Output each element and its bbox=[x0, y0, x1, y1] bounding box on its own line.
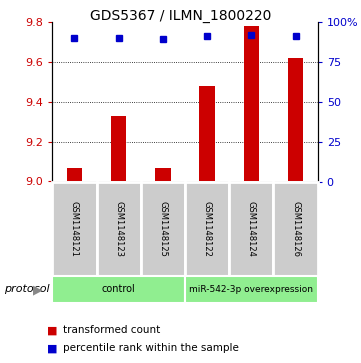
Text: miR-542-3p overexpression: miR-542-3p overexpression bbox=[190, 285, 313, 294]
Bar bbox=[52, 182, 97, 276]
Bar bbox=[274, 182, 318, 276]
Text: GDS5367 / ILMN_1800220: GDS5367 / ILMN_1800220 bbox=[90, 9, 271, 23]
Text: ■: ■ bbox=[47, 343, 57, 354]
Text: GSM1148126: GSM1148126 bbox=[291, 201, 300, 257]
Text: control: control bbox=[102, 285, 135, 294]
Bar bbox=[97, 182, 141, 276]
Text: protocol: protocol bbox=[4, 285, 49, 294]
Text: percentile rank within the sample: percentile rank within the sample bbox=[63, 343, 239, 354]
Text: GSM1148123: GSM1148123 bbox=[114, 201, 123, 257]
Bar bbox=[141, 182, 185, 276]
Bar bbox=[229, 182, 274, 276]
Bar bbox=[67, 167, 82, 182]
Bar bbox=[244, 26, 259, 182]
Text: ▶: ▶ bbox=[33, 283, 43, 296]
Bar bbox=[288, 58, 303, 182]
Text: ■: ■ bbox=[47, 325, 57, 335]
Bar bbox=[199, 86, 215, 182]
Text: GSM1148125: GSM1148125 bbox=[158, 201, 168, 257]
Bar bbox=[155, 167, 171, 182]
Bar bbox=[52, 276, 185, 303]
Bar bbox=[111, 115, 126, 182]
Text: GSM1148121: GSM1148121 bbox=[70, 201, 79, 257]
Text: GSM1148122: GSM1148122 bbox=[203, 201, 212, 257]
Bar bbox=[185, 276, 318, 303]
Bar bbox=[185, 182, 229, 276]
Text: GSM1148124: GSM1148124 bbox=[247, 201, 256, 257]
Text: transformed count: transformed count bbox=[63, 325, 160, 335]
